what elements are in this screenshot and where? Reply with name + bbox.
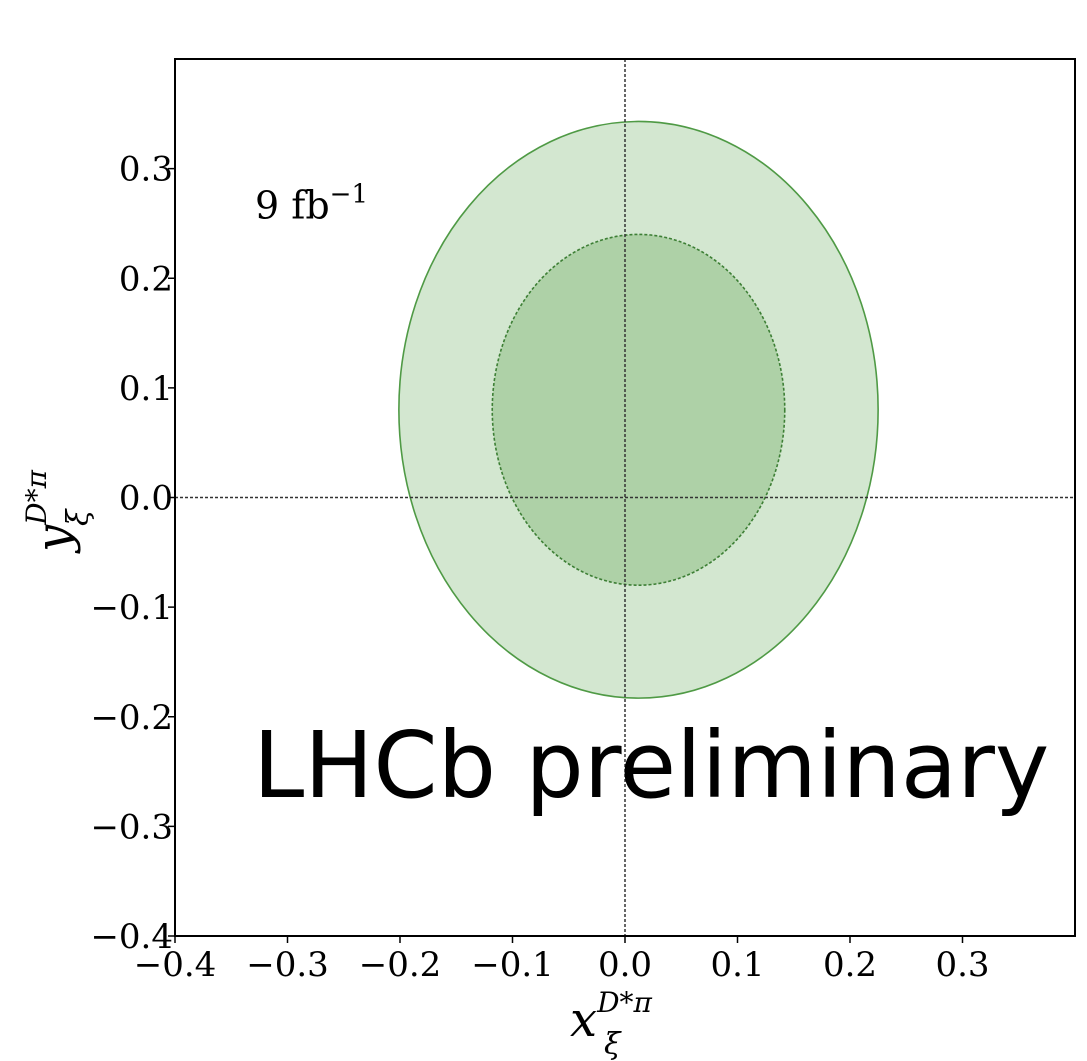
y-axis-ticks: −0.4 −0.3 −0.2 −0.1 0.0 0.1 0.2 0.3 <box>90 150 175 957</box>
reference-lines <box>175 59 1075 936</box>
x-tick-label: 0.0 <box>598 945 652 985</box>
y-axis-label: yD*π ξ <box>20 469 96 554</box>
x-axis-ticks: −0.4 −0.3 −0.2 −0.1 0.0 0.1 0.2 0.3 <box>134 936 990 985</box>
x-tick-label: −0.4 <box>134 945 217 985</box>
watermark-text: LHCb preliminary <box>253 712 1049 819</box>
x-axis-label-sub: ξ <box>604 1027 622 1061</box>
x-axis-label-base: x <box>570 992 597 1048</box>
y-axis-label-base: y <box>26 524 82 554</box>
inner-confidence-region <box>491 233 786 586</box>
luminosity-annotation-base: 9 fb <box>255 183 330 227</box>
x-tick-label: 0.3 <box>935 945 989 985</box>
svg-text:yD*πξ: yD*π ξ <box>20 469 96 554</box>
y-tick-label: −0.4 <box>90 917 173 957</box>
y-axis-label-sub: ξ <box>61 508 96 526</box>
y-tick-label: 0.3 <box>119 150 173 190</box>
luminosity-annotation-sup: −1 <box>330 179 368 209</box>
y-tick-label: 0.2 <box>119 259 173 299</box>
x-axis-label-sup: D*π <box>596 986 652 1019</box>
x-tick-label: 0.2 <box>823 945 877 985</box>
y-tick-label: −0.3 <box>90 807 173 847</box>
x-tick-label: 0.1 <box>710 945 764 985</box>
x-tick-label: −0.2 <box>359 945 442 985</box>
y-axis-label-sup: D*π <box>20 469 53 525</box>
y-tick-label: −0.1 <box>90 588 173 628</box>
luminosity-annotation: 9 fb−1 <box>255 179 368 227</box>
y-tick-label: 0.0 <box>119 479 173 519</box>
confidence-regions <box>398 120 879 699</box>
x-tick-label: −0.1 <box>471 945 554 985</box>
x-tick-label: −0.3 <box>246 945 329 985</box>
y-tick-label: −0.2 <box>90 698 173 738</box>
x-axis-label: xD*π ξ <box>570 986 653 1061</box>
y-tick-label: 0.1 <box>119 369 173 409</box>
